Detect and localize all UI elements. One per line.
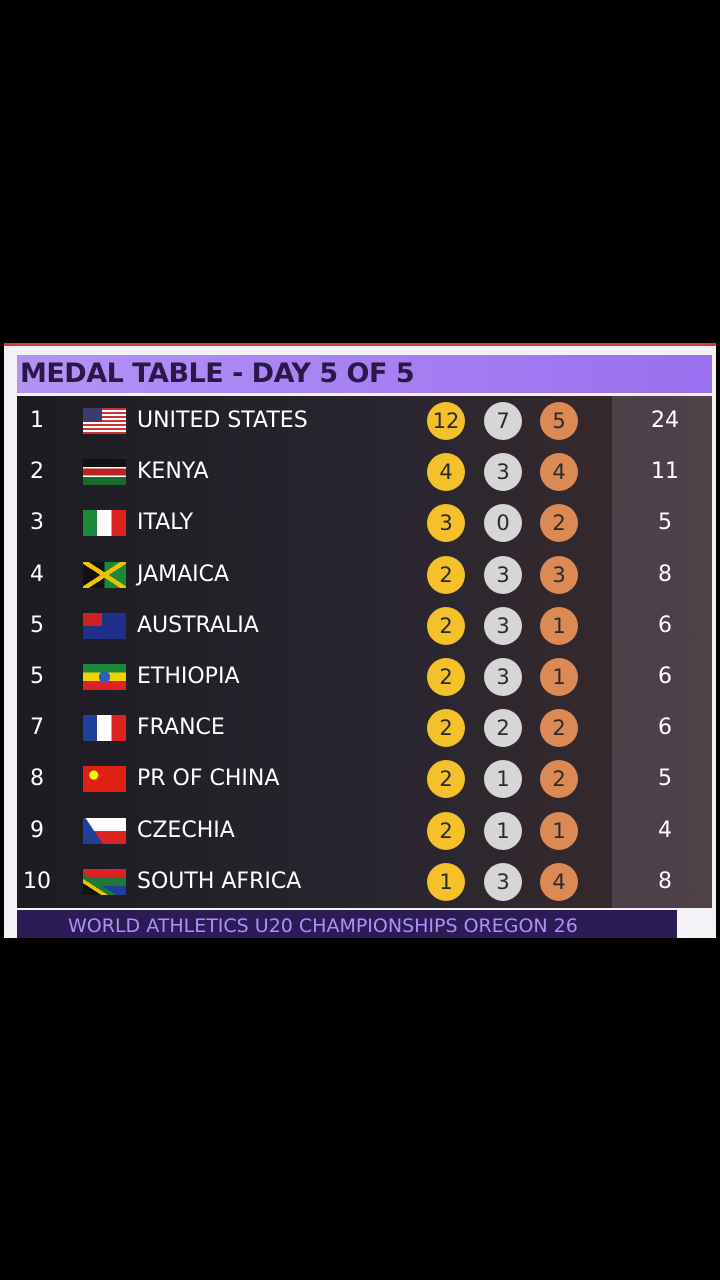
country-name: ETHIOPIA (137, 664, 240, 689)
flag (83, 561, 126, 588)
total: 6 (658, 612, 672, 638)
title: MEDAL TABLE - DAY 5 OF 5 (20, 358, 415, 389)
country-name: KENYA (137, 459, 209, 485)
silver-count: 1 (484, 811, 522, 850)
silver-count: 3 (484, 555, 522, 594)
rank: 1 (30, 408, 44, 433)
total: 4 (658, 817, 672, 843)
total: 6 (658, 664, 672, 689)
flag (83, 664, 126, 690)
total: 6 (658, 715, 672, 741)
country-name: CZECHIA (137, 817, 235, 843)
country-name: UNITED STATES (137, 408, 308, 433)
country-name: JAMAICA (137, 561, 230, 587)
gold-count: 4 (427, 453, 465, 492)
silver-count: 3 (484, 606, 522, 645)
total-column (612, 396, 712, 908)
bronze-count: 1 (540, 658, 578, 696)
country-name: PR OF CHINA (137, 766, 280, 792)
total: 8 (658, 561, 672, 587)
gold-count: 2 (427, 811, 465, 850)
silver-count: 3 (484, 658, 522, 696)
flag (83, 459, 126, 486)
bronze-count: 2 (540, 760, 578, 799)
total: 5 (658, 766, 672, 792)
total: 11 (651, 459, 679, 485)
silver-count: 3 (484, 453, 522, 492)
rank: 10 (23, 868, 51, 894)
gold-count: 12 (427, 402, 465, 440)
bronze-count: 1 (540, 811, 578, 850)
bronze-count: 2 (540, 504, 578, 543)
footer-text: WORLD ATHLETICS U20 CHAMPIONSHIPS OREGON… (68, 915, 578, 937)
silver-count: 1 (484, 760, 522, 799)
flag (83, 612, 126, 639)
bronze-count: 3 (540, 555, 578, 594)
bronze-count: 4 (540, 862, 578, 901)
country-name: AUSTRALIA (137, 612, 259, 638)
header-band (17, 355, 712, 393)
rank: 2 (30, 459, 44, 485)
country-name: SOUTH AFRICA (137, 868, 302, 894)
bronze-count: 4 (540, 453, 578, 492)
gold-count: 3 (427, 504, 465, 543)
gold-count: 2 (427, 760, 465, 799)
gold-count: 2 (427, 606, 465, 645)
country-name: FRANCE (137, 715, 225, 741)
rank: 3 (30, 510, 44, 536)
rank: 5 (30, 664, 44, 689)
rank: 8 (30, 766, 44, 792)
flag (83, 408, 126, 434)
silver-count: 2 (484, 709, 522, 748)
total: 5 (658, 510, 672, 536)
silver-count: 7 (484, 402, 522, 440)
rank: 5 (30, 612, 44, 638)
silver-count: 3 (484, 862, 522, 901)
total: 8 (658, 868, 672, 894)
flag (83, 510, 126, 537)
bronze-count: 1 (540, 606, 578, 645)
rank: 7 (30, 715, 44, 741)
gold-count: 1 (427, 862, 465, 901)
table-panel (17, 396, 712, 908)
bronze-count: 2 (540, 709, 578, 748)
rank: 9 (30, 817, 44, 843)
flag (83, 715, 126, 742)
country-name: ITALY (137, 510, 194, 536)
flag (83, 817, 126, 844)
gold-count: 2 (427, 555, 465, 594)
gold-count: 2 (427, 709, 465, 748)
silver-count: 0 (484, 504, 522, 543)
flag (83, 766, 126, 793)
gold-count: 2 (427, 658, 465, 696)
bronze-count: 5 (540, 402, 578, 440)
total: 24 (651, 408, 679, 433)
footer-band (17, 910, 677, 938)
flag (83, 868, 126, 895)
rank: 4 (30, 561, 44, 587)
